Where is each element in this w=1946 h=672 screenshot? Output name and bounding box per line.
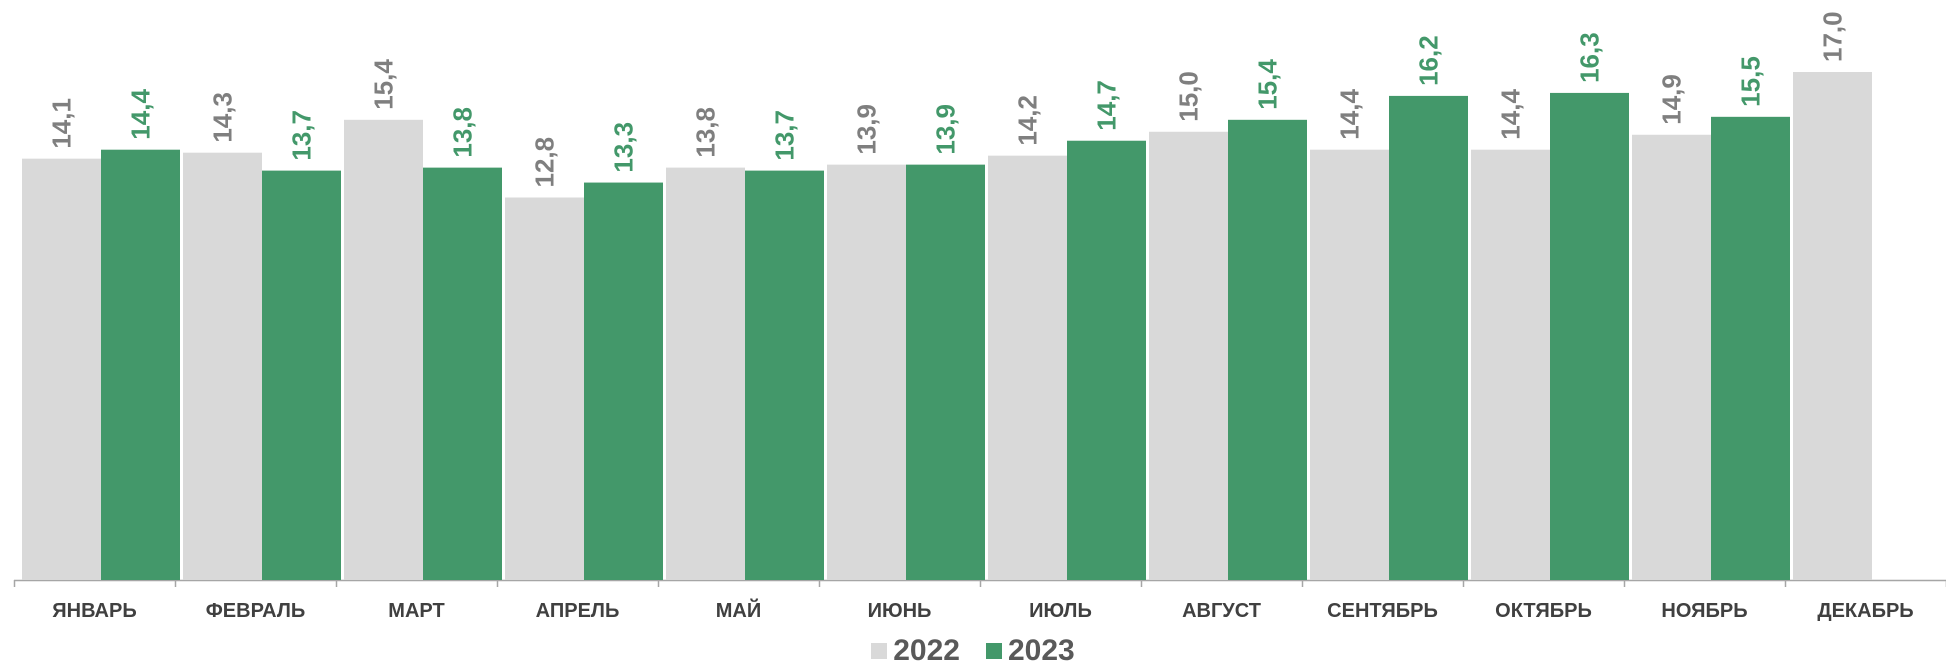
data-label-2022-7: 14,2 xyxy=(1013,95,1043,146)
bar-2022-10 xyxy=(1471,149,1550,580)
data-label-2022-8: 15,0 xyxy=(1174,71,1204,122)
bar-2023-4 xyxy=(584,182,663,581)
bar-2022-4 xyxy=(505,197,584,580)
data-label-2023-6: 13,9 xyxy=(931,104,961,155)
data-label-2023-2: 13,7 xyxy=(287,110,317,161)
data-label-2022-9: 14,4 xyxy=(1335,89,1365,140)
data-label-2023-5: 13,7 xyxy=(770,110,800,161)
data-label-2022-3: 15,4 xyxy=(369,59,399,110)
data-label-2023-1: 14,4 xyxy=(126,89,156,140)
bar-2023-8 xyxy=(1228,119,1307,580)
bar-2022-5 xyxy=(666,167,745,580)
bar-2023-9 xyxy=(1389,95,1468,580)
bar-2022-1 xyxy=(22,158,101,581)
data-label-2022-12: 17,0 xyxy=(1818,11,1848,62)
data-label-2023-3: 13,8 xyxy=(448,107,478,158)
data-label-2023-4: 13,3 xyxy=(609,122,639,173)
category-label: АВГУСТ xyxy=(1182,600,1261,622)
bar-2022-7 xyxy=(988,155,1067,580)
data-label-2023-11: 15,5 xyxy=(1736,56,1766,107)
bar-2023-1 xyxy=(101,149,180,580)
data-label-2022-10: 14,4 xyxy=(1496,89,1526,140)
data-label-2022-5: 13,8 xyxy=(691,107,721,158)
bar-2023-2 xyxy=(262,170,341,581)
category-label: ЯНВАРЬ xyxy=(52,600,136,622)
data-label-2023-9: 16,2 xyxy=(1414,35,1444,86)
legend-item-2023: 2023 xyxy=(986,636,1075,666)
category-label: СЕНТЯБРЬ xyxy=(1327,600,1438,622)
bar-2022-2 xyxy=(183,152,262,580)
data-label-2023-8: 15,4 xyxy=(1253,59,1283,110)
legend-swatch-2023 xyxy=(986,643,1002,659)
legend-label-2023: 2023 xyxy=(1008,634,1075,667)
data-label-2022-11: 14,9 xyxy=(1657,74,1687,125)
data-label-2022-1: 14,1 xyxy=(47,98,77,149)
data-label-2023-10: 16,3 xyxy=(1575,32,1605,83)
category-label: МАРТ xyxy=(388,600,444,622)
bar-2023-3 xyxy=(423,167,502,580)
chart-legend: 2022 2023 xyxy=(0,636,1946,666)
category-label: ИЮНЬ xyxy=(868,600,932,622)
legend-swatch-2022 xyxy=(871,643,888,659)
bar-2022-8 xyxy=(1149,131,1228,580)
legend-label-2022: 2022 xyxy=(893,634,960,667)
bar-2023-10 xyxy=(1550,92,1629,580)
category-label: НОЯБРЬ xyxy=(1661,600,1747,622)
bar-2023-6 xyxy=(906,164,985,580)
category-label: ИЮЛЬ xyxy=(1029,600,1092,622)
bar-2023-5 xyxy=(745,170,824,581)
category-label: МАЙ xyxy=(716,598,761,622)
legend-item-2022: 2022 xyxy=(871,636,960,666)
data-label-2022-2: 14,3 xyxy=(208,92,238,143)
data-label-2022-4: 12,8 xyxy=(530,137,560,188)
data-label-2023-7: 14,7 xyxy=(1092,80,1122,131)
bar-2022-3 xyxy=(344,119,423,580)
data-label-2022-6: 13,9 xyxy=(852,104,882,155)
bar-2022-6 xyxy=(827,164,906,580)
bar-2023-7 xyxy=(1067,140,1146,580)
bar-2023-11 xyxy=(1711,116,1790,580)
category-label: ДЕКАБРЬ xyxy=(1817,600,1913,622)
category-label: АПРЕЛЬ xyxy=(536,600,620,622)
category-label: ОКТЯБРЬ xyxy=(1495,600,1592,622)
bar-2022-12 xyxy=(1793,72,1872,580)
category-label: ФЕВРАЛЬ xyxy=(206,600,306,622)
bar-2022-11 xyxy=(1632,134,1711,581)
bar-2022-9 xyxy=(1310,149,1389,580)
